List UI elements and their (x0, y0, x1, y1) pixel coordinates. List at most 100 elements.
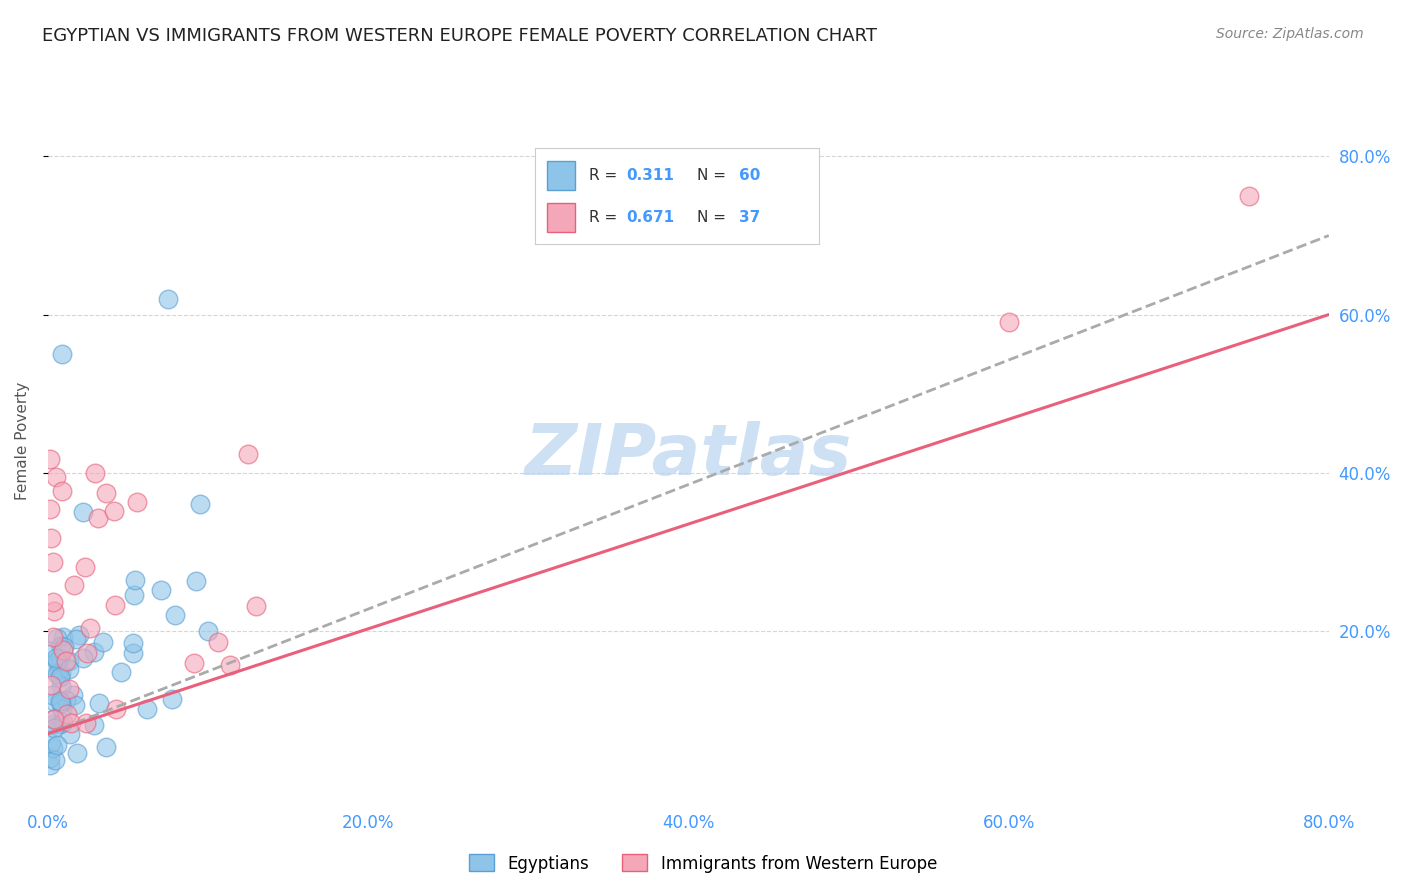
Text: R =: R = (589, 210, 623, 225)
Point (44, 695, 66, 709)
Point (45, 739, 67, 753)
Point (51, 347, 73, 361)
Point (49, 696, 72, 710)
Point (83, 466, 105, 480)
Point (41, 678, 63, 692)
Point (51, 666, 73, 681)
Point (997, 316, 1019, 330)
Point (94, 739, 117, 754)
Point (63, 698, 86, 712)
Point (63, 577, 86, 591)
Point (183, 656, 205, 670)
Point (45, 667, 67, 681)
Point (66, 746, 89, 760)
Text: N =: N = (697, 210, 731, 225)
Point (42, 555, 65, 569)
Point (41, 740, 63, 755)
Point (136, 701, 159, 715)
Point (1237, 189, 1260, 203)
Point (38, 501, 60, 516)
Point (87, 511, 110, 525)
Point (42, 712, 65, 726)
Point (58, 662, 80, 676)
Point (89, 696, 111, 710)
Point (110, 665, 132, 679)
Point (65, 632, 87, 646)
Point (197, 624, 219, 638)
Point (55, 706, 77, 721)
Point (79, 622, 101, 636)
Point (48, 663, 70, 677)
Text: Source: ZipAtlas.com: Source: ZipAtlas.com (1216, 27, 1364, 41)
Point (48, 716, 70, 731)
Point (44, 721, 66, 735)
Point (41, 688, 63, 702)
Point (44, 712, 66, 726)
Point (39, 736, 62, 750)
Point (157, 292, 180, 306)
Point (104, 598, 127, 612)
Point (62, 688, 84, 702)
Point (238, 447, 260, 461)
Text: 60: 60 (740, 168, 761, 183)
Point (52, 714, 75, 729)
Point (163, 607, 186, 622)
Point (103, 504, 125, 518)
Text: 37: 37 (740, 210, 761, 225)
Point (38, 751, 60, 765)
Point (72, 650, 94, 665)
Point (51, 702, 73, 716)
Point (124, 573, 146, 587)
Point (38, 658, 60, 673)
Point (42, 716, 65, 731)
Point (94, 485, 117, 500)
Point (160, 691, 183, 706)
Point (55, 654, 77, 668)
Point (245, 599, 267, 613)
Point (41, 532, 63, 546)
Point (38, 758, 60, 772)
Text: EGYPTIAN VS IMMIGRANTS FROM WESTERN EUROPE FEMALE POVERTY CORRELATION CHART: EGYPTIAN VS IMMIGRANTS FROM WESTERN EURO… (42, 27, 877, 45)
Point (105, 701, 128, 715)
Point (41, 630, 63, 644)
Point (49, 651, 72, 665)
Point (45, 469, 67, 483)
Point (72, 505, 94, 519)
Point (188, 497, 211, 511)
Text: R =: R = (589, 168, 623, 183)
Point (41, 595, 63, 609)
Point (91, 635, 114, 649)
Point (51, 679, 73, 693)
Point (218, 657, 240, 672)
Point (44, 604, 66, 618)
Text: 0.671: 0.671 (626, 210, 673, 225)
Point (73, 560, 96, 574)
FancyBboxPatch shape (547, 203, 575, 232)
Point (207, 634, 229, 648)
Point (46, 631, 69, 645)
Point (59, 716, 82, 731)
Point (49, 639, 72, 653)
Point (67, 628, 90, 642)
Point (76, 646, 98, 660)
Point (122, 646, 145, 660)
Point (58, 682, 80, 697)
Point (46, 654, 69, 668)
Point (83, 718, 105, 732)
Point (45, 651, 67, 665)
Point (38, 451, 60, 466)
Point (52, 630, 75, 644)
Legend: Egyptians, Immigrants from Western Europe: Egyptians, Immigrants from Western Europ… (463, 847, 943, 880)
Text: ZIPatlas: ZIPatlas (524, 421, 852, 490)
Y-axis label: Female Poverty: Female Poverty (15, 382, 30, 500)
Point (59, 726, 82, 740)
Point (83, 645, 105, 659)
Point (49, 670, 72, 684)
Text: 0.311: 0.311 (626, 168, 673, 183)
Point (122, 636, 145, 650)
Point (51, 484, 73, 499)
Point (125, 495, 148, 509)
Point (75, 715, 97, 730)
Point (150, 582, 173, 597)
Point (122, 588, 145, 602)
